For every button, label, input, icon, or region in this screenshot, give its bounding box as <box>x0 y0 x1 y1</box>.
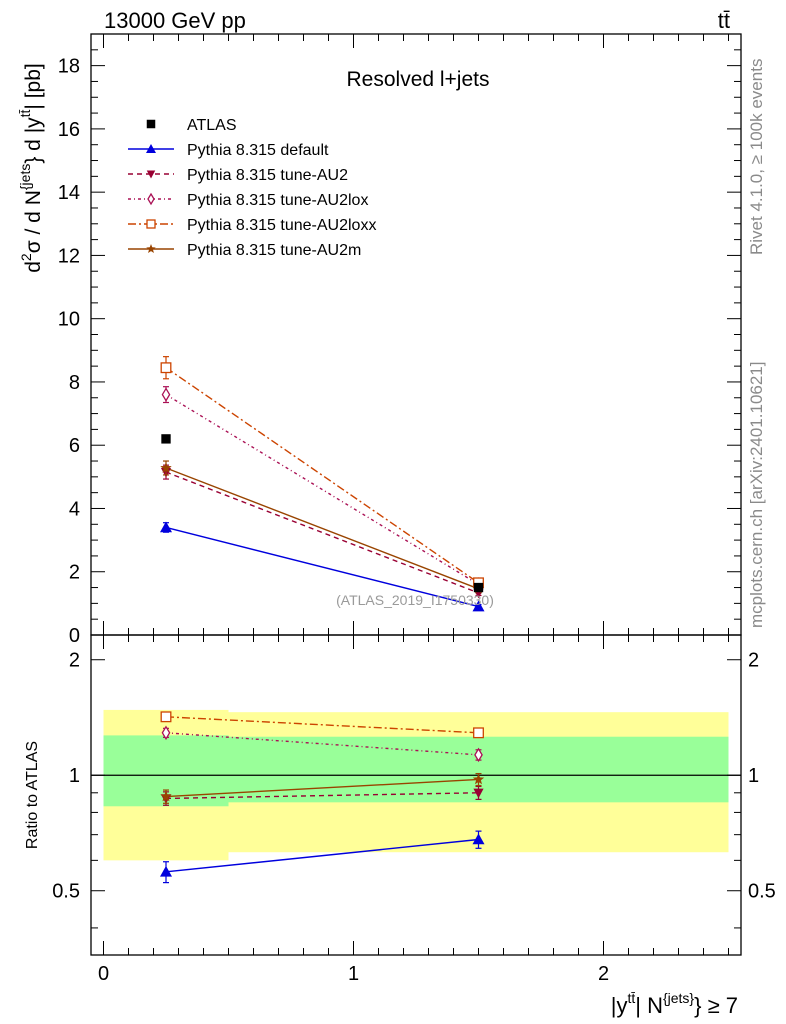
ylabel-close: } d |y <box>22 117 45 164</box>
ratio-series-line <box>165 778 479 798</box>
main-y-tick-label: 10 <box>58 309 80 331</box>
ratio-panel-background <box>91 709 741 861</box>
legend-label: ATLAS <box>187 117 237 134</box>
legend: ATLAS Pythia 8.315 default Pythia 8.315 tu… <box>128 117 376 259</box>
main-y-tick-label: 16 <box>58 119 80 141</box>
ratio-series-markers <box>160 711 485 884</box>
legend-marker <box>146 144 156 153</box>
legend-marker <box>147 192 155 206</box>
legend-marker <box>146 219 156 229</box>
ratio-y-axis-label: Ratio to ATLAS <box>24 741 41 849</box>
ratio-series-line <box>165 716 479 734</box>
ratio-y-tick-label-right: 0.5 <box>748 881 776 903</box>
ratio-data-point <box>160 790 172 802</box>
ylabel-unit: | [pb] <box>22 63 45 109</box>
ratio-y-tick-label-left: 0.5 <box>52 881 80 903</box>
series-line <box>165 394 479 585</box>
xlabel-base: |y <box>611 993 628 1018</box>
main-y-tick-label: 14 <box>58 182 80 204</box>
atlas-data-point <box>161 434 171 444</box>
main-y-tick-label: 4 <box>69 498 80 520</box>
data-point <box>160 521 172 533</box>
legend-label: Pythia 8.315 default <box>187 142 329 159</box>
ratio-data-point <box>161 725 171 741</box>
rivet-label: Rivet 4.1.0, ≥ 100k events <box>747 59 766 255</box>
data-point <box>161 387 171 402</box>
ratio-data-point <box>472 773 485 785</box>
main-y-tick-label: 0 <box>69 625 80 647</box>
atlas-data-point <box>473 582 484 593</box>
ratio-y-tick-label-left: 1 <box>69 765 80 787</box>
series-line <box>165 526 479 608</box>
header-right: tt̄ <box>718 8 730 33</box>
xlabel-sup1: tt̄ <box>627 990 635 1006</box>
main-y-tick-label: 2 <box>69 562 80 584</box>
ratio-data-point <box>473 788 484 799</box>
mcplots-label: mcplots.cern.ch [arXiv:2401.10621] <box>747 362 766 628</box>
data-point <box>160 461 172 473</box>
main-y-tick-label: 8 <box>69 372 80 394</box>
legend-label: Pythia 8.315 tune-AU2m <box>187 242 361 259</box>
x-tick-label: 2 <box>598 963 609 985</box>
ratio-y-tick-label-right: 1 <box>748 765 759 787</box>
legend-label: Pythia 8.315 tune-AU2 <box>187 167 348 184</box>
main-y-axis-label: d2σ / d N{jets} d |ytt̄| [pb] <box>17 63 45 273</box>
x-axis-label: |ytt̄| N{jets}} ≥ 7 <box>611 990 738 1018</box>
legend-marker <box>146 244 156 254</box>
x-tick-label: 0 <box>98 963 109 985</box>
main-y-tick-label: 6 <box>69 435 80 457</box>
ratio-series-line <box>165 792 479 800</box>
ylabel-d: d <box>22 261 45 273</box>
ratio-y-tick-label-left: 2 <box>69 650 80 672</box>
ylabel-tt: tt̄ <box>17 109 33 117</box>
ratio-series-line <box>165 838 479 873</box>
ylabel-jets: {jets <box>17 164 33 190</box>
series-line <box>165 471 479 594</box>
main-y-tick-label: 18 <box>58 56 80 78</box>
ylabel-sigma: σ / d N <box>22 190 45 253</box>
data-point <box>160 362 172 374</box>
ratio-series-lines <box>165 716 479 873</box>
legend-label: Pythia 8.315 tune-AU2lox <box>187 192 368 209</box>
data-point <box>472 600 485 612</box>
legend-marker <box>146 119 156 129</box>
xlabel-tail: } ≥ 7 <box>694 993 738 1018</box>
ratio-data-point <box>472 833 485 845</box>
ratio-series-line <box>165 732 479 756</box>
main-y-tick-label: 12 <box>58 245 80 267</box>
main-panel-frame: 0 2 4 6 8 10 12 14 16 18 <box>58 33 742 647</box>
main-series-lines <box>165 367 479 608</box>
legend-marker <box>146 170 156 179</box>
ratio-y-tick-label-right: 2 <box>748 650 759 672</box>
ratio-data-point <box>474 747 483 763</box>
ratio-data-point <box>473 727 484 739</box>
ratio-frame-border <box>90 634 742 956</box>
xlabel-mid: | N <box>635 993 663 1018</box>
ratio-data-point <box>160 711 172 723</box>
series-line <box>165 367 479 584</box>
analysis-watermark: (ATLAS_2019_I1750330) <box>336 592 494 608</box>
main-series-markers <box>160 356 485 612</box>
xlabel-sup2: {jets} <box>663 990 694 1006</box>
ratio-data-point <box>160 865 172 877</box>
legend-label: Pythia 8.315 tune-AU2loxx <box>187 217 376 234</box>
ratio-panel-frame: 0 1 2 0.5 0.5 1 1 2 2 <box>52 634 776 985</box>
x-tick-label: 1 <box>348 963 359 985</box>
series-line <box>165 467 479 590</box>
header-left: 13000 GeV pp <box>104 8 246 33</box>
chart-title: Resolved l+jets <box>347 68 490 91</box>
ylabel-power: 2 <box>18 253 34 261</box>
